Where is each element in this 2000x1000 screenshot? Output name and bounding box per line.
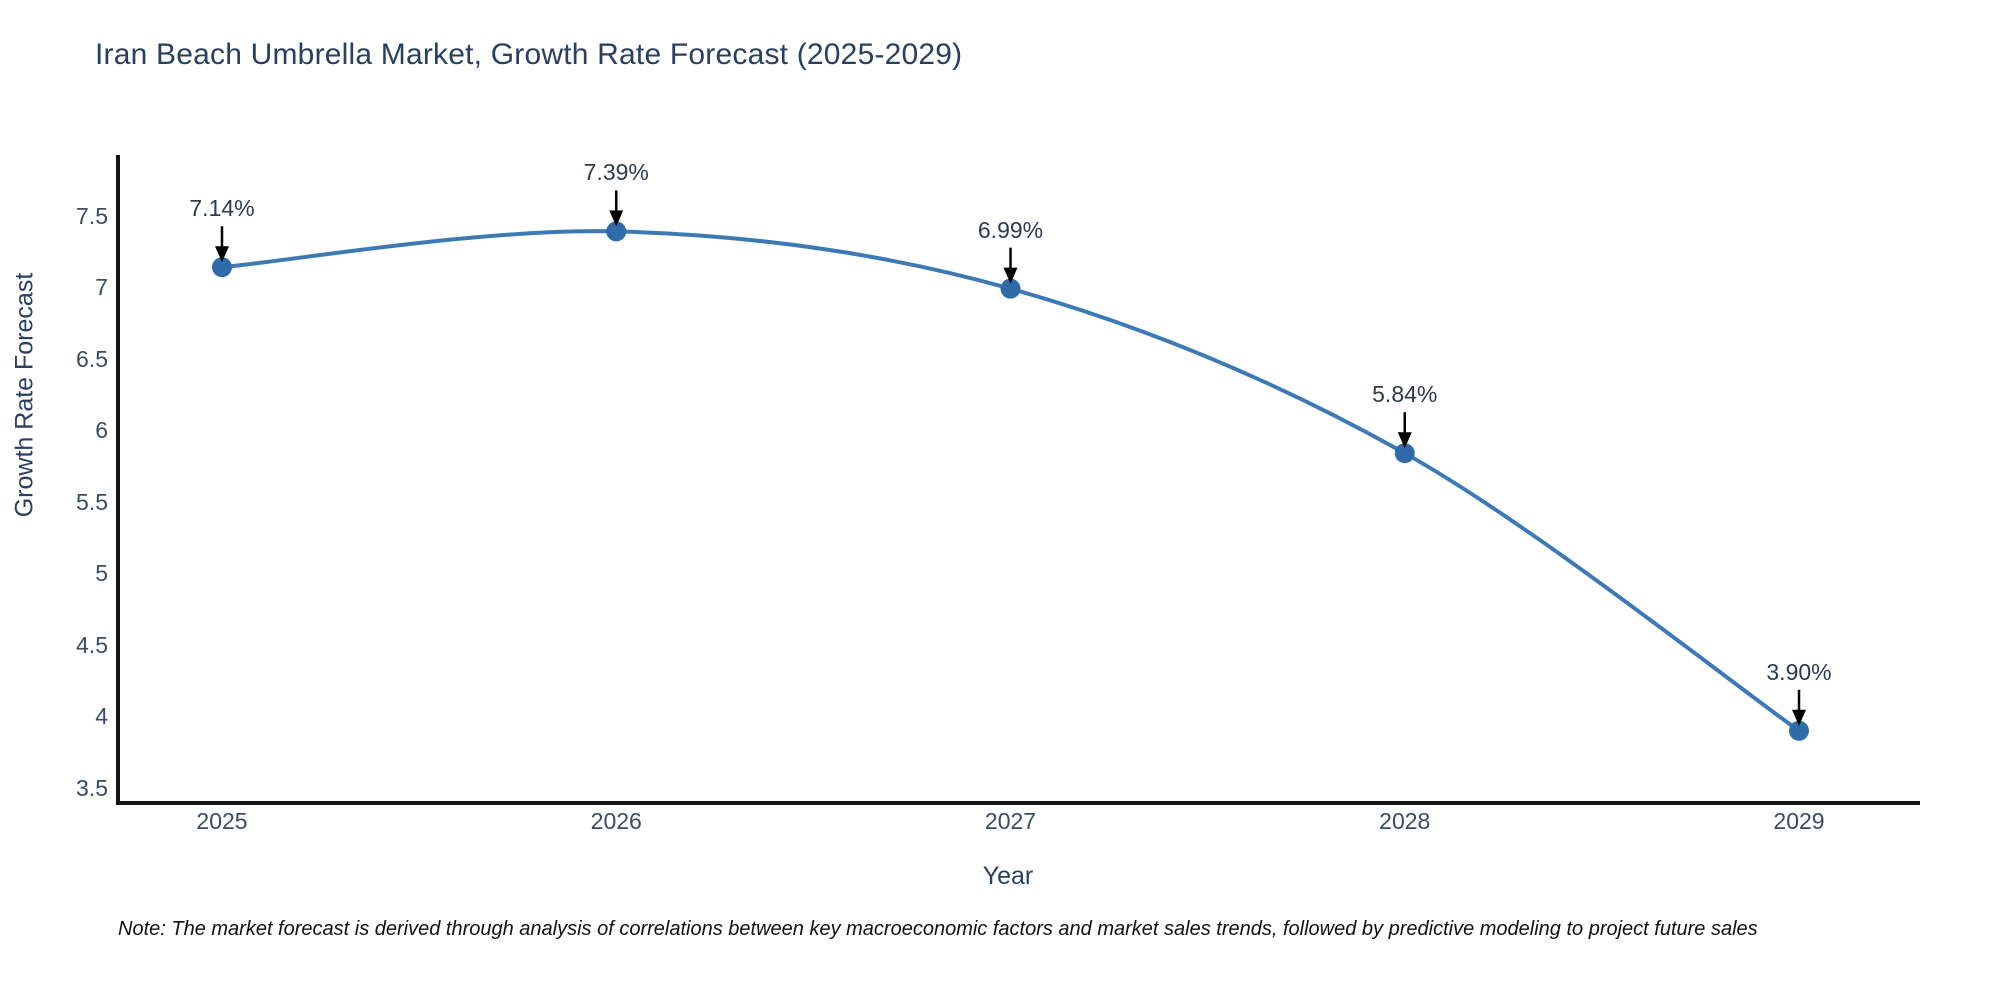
x-tick-label-2025: 2025 <box>196 808 248 834</box>
y-tick-label: 5.5 <box>76 488 108 515</box>
data-point-2026[interactable] <box>606 221 627 242</box>
data-point-2027[interactable] <box>1000 278 1021 299</box>
data-point-2028[interactable] <box>1394 443 1415 464</box>
x-tick-label-2026: 2026 <box>590 808 642 834</box>
y-tick-label: 6 <box>95 417 108 444</box>
annotation-arrow-2026 <box>609 190 624 227</box>
y-tick-label: 4 <box>95 703 108 730</box>
annotation-label-2029: 3.90% <box>1766 658 1832 685</box>
y-tick-label: 5 <box>95 560 108 587</box>
annotation-arrow-2028 <box>1397 412 1412 449</box>
x-tick-label-2028: 2028 <box>1379 808 1431 834</box>
y-tick-label: 7 <box>95 274 108 301</box>
annotation-label-2027: 6.99% <box>977 216 1044 243</box>
data-point-2025[interactable] <box>212 257 232 278</box>
annotation-arrow-2027 <box>1003 247 1018 284</box>
x-tick-label-2029: 2029 <box>1773 808 1825 834</box>
x-tick-label-2027: 2027 <box>984 808 1037 834</box>
annotation-label-2025: 7.14% <box>189 195 255 222</box>
footnote: Note: The market forecast is derived thr… <box>118 918 1758 940</box>
annotation-label-2026: 7.39% <box>583 159 649 186</box>
y-tick-label: 7.5 <box>76 202 108 229</box>
series-line <box>220 229 1801 733</box>
chart-title: Iran Beach Umbrella Market, Growth Rate … <box>95 38 963 71</box>
data-point-2029[interactable] <box>1789 720 1809 741</box>
x-axis-title: Year <box>982 862 1034 890</box>
annotation-arrow-2029 <box>1792 689 1806 726</box>
y-tick-label: 3.5 <box>76 775 108 801</box>
annotation-label-2028: 5.84% <box>1372 381 1438 408</box>
y-tick-label: 6.5 <box>76 345 108 372</box>
y-tick-label: 4.5 <box>76 631 108 658</box>
annotation-arrow-2025 <box>215 226 229 263</box>
